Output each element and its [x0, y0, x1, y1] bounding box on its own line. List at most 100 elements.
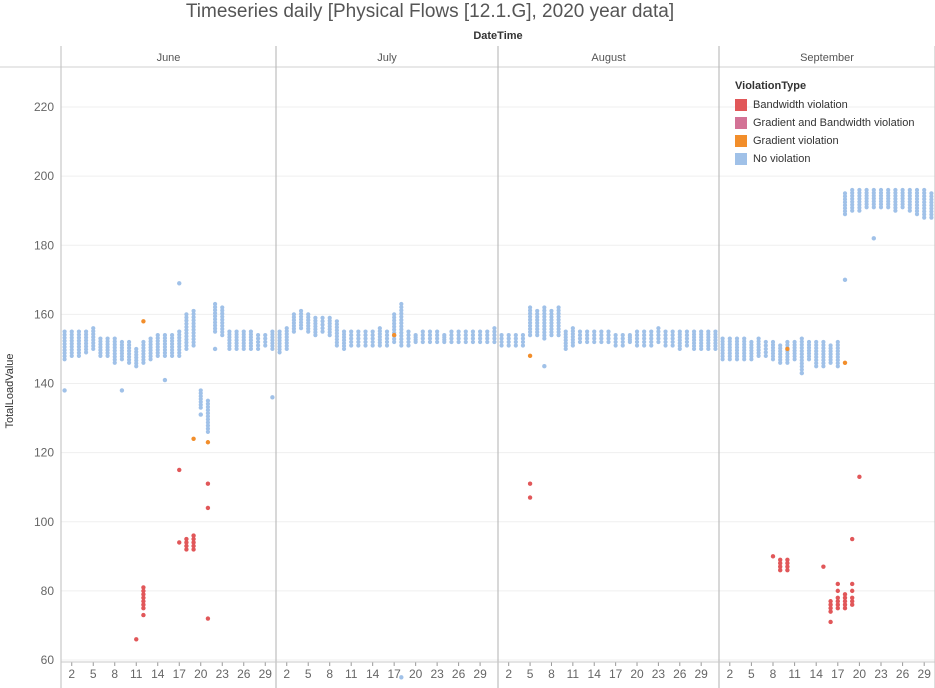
data-point: [871, 202, 876, 207]
data-point: [857, 208, 862, 213]
data-point: [83, 347, 89, 352]
data-point: [806, 351, 812, 356]
data-point: [191, 324, 196, 329]
data-point: [527, 305, 533, 310]
data-point: [191, 543, 196, 549]
data-point: [749, 348, 754, 353]
data-point: [850, 595, 855, 600]
data-point: [900, 199, 905, 204]
data-point: [248, 346, 254, 352]
data-point: [83, 344, 89, 349]
data-point: [155, 333, 160, 338]
data-point: [914, 199, 920, 205]
data-point: [263, 333, 268, 338]
data-point: [842, 200, 848, 205]
data-point: [291, 318, 297, 323]
legend-item[interactable]: Gradient and Bandwidth violation: [735, 114, 914, 132]
data-point: [191, 321, 196, 326]
data-point: [549, 317, 554, 323]
data-point: [148, 336, 153, 341]
data-point: [470, 339, 476, 345]
data-point: [778, 557, 783, 562]
data-point: [835, 599, 840, 604]
data-point: [134, 637, 139, 642]
data-point: [585, 336, 590, 341]
data-point: [499, 343, 504, 348]
data-point: [83, 350, 89, 355]
data-point: [871, 190, 876, 195]
legend-item[interactable]: Gradient violation: [735, 132, 914, 150]
data-point: [83, 329, 89, 334]
legend-swatch: [735, 99, 747, 111]
data-point: [477, 329, 483, 334]
data-point: [535, 333, 540, 338]
data-point: [542, 311, 547, 316]
data-point: [670, 343, 675, 348]
data-point: [720, 345, 725, 350]
data-point: [821, 361, 826, 366]
data-point: [298, 308, 304, 314]
data-point: [384, 329, 390, 334]
data-point: [835, 345, 840, 351]
data-point: [449, 333, 454, 338]
data-point: [227, 332, 232, 337]
data-point: [699, 332, 704, 337]
data-point: [399, 333, 404, 339]
data-point: [148, 351, 153, 356]
data-point: [871, 196, 876, 201]
data-point: [542, 330, 547, 335]
data-point: [83, 341, 89, 346]
data-point: [263, 343, 268, 348]
data-point: [205, 414, 211, 419]
data-point: [893, 199, 898, 204]
data-point: [542, 324, 547, 329]
data-point: [857, 187, 862, 193]
data-point: [212, 308, 218, 313]
data-point: [929, 203, 934, 208]
data-point: [684, 329, 690, 334]
data-point: [377, 334, 382, 339]
legend-item[interactable]: Bandwidth violation: [735, 96, 914, 114]
data-point: [320, 326, 325, 331]
data-point: [463, 329, 468, 334]
data-point: [62, 388, 67, 393]
data-point: [871, 199, 876, 204]
data-point: [756, 336, 761, 341]
legend-item[interactable]: No violation: [735, 150, 914, 168]
data-point: [527, 481, 533, 486]
data-point: [306, 318, 311, 323]
data-point: [699, 346, 704, 352]
data-point: [821, 348, 826, 354]
data-point: [327, 318, 332, 323]
x-tick-label: 14: [810, 667, 824, 681]
data-point: [691, 346, 697, 352]
data-point: [756, 345, 761, 350]
data-point: [191, 547, 196, 552]
data-point: [742, 336, 747, 341]
data-point: [184, 318, 189, 323]
data-point: [922, 187, 927, 193]
data-point: [864, 190, 869, 195]
data-point: [549, 323, 554, 329]
data-point: [148, 348, 153, 353]
data-point: [857, 474, 862, 480]
data-point: [642, 329, 647, 334]
data-point: [806, 342, 812, 348]
data-point: [864, 205, 869, 210]
data-point: [463, 333, 468, 338]
data-point: [184, 337, 189, 342]
data-point: [592, 336, 597, 341]
data-point: [191, 337, 196, 342]
data-point: [785, 557, 790, 562]
x-tick-label: 2: [68, 667, 75, 681]
data-point: [69, 347, 74, 352]
data-point: [377, 328, 382, 334]
data-point: [334, 328, 339, 333]
data-point: [356, 333, 361, 338]
data-point: [470, 329, 476, 334]
data-point: [842, 360, 848, 365]
data-point: [141, 585, 146, 590]
data-point: [613, 336, 618, 341]
legend-label: Gradient violation: [753, 135, 839, 147]
data-point: [907, 187, 912, 193]
